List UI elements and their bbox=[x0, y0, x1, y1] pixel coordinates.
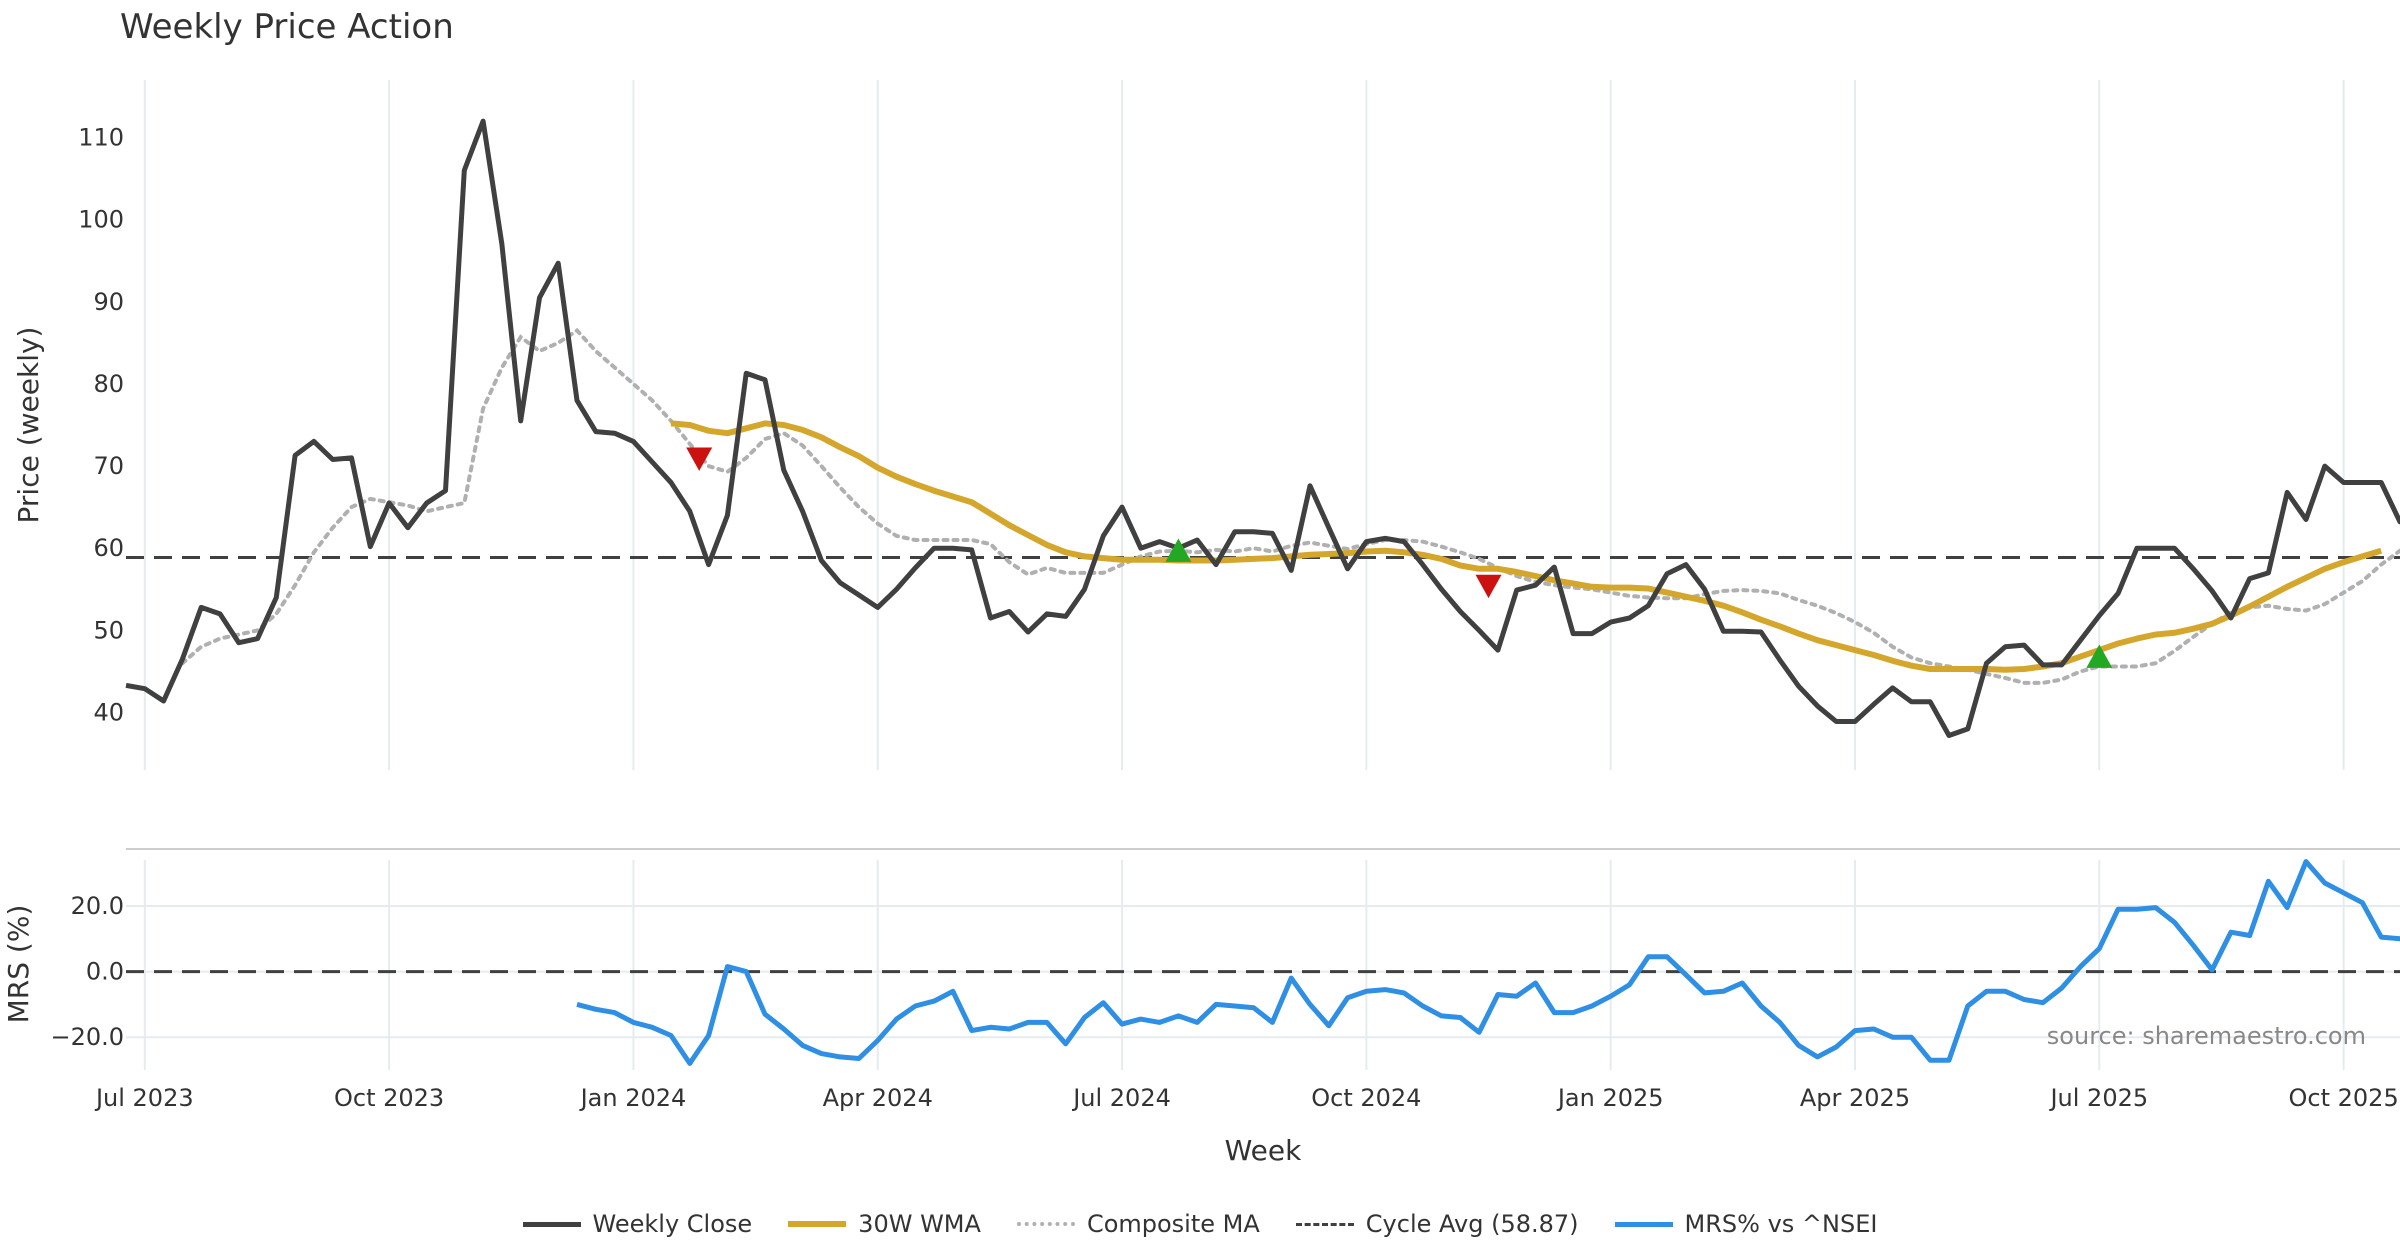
price-y-tick-label: 110 bbox=[78, 124, 124, 152]
legend-label: MRS% vs ^NSEI bbox=[1684, 1210, 1878, 1238]
chart-title: Weekly Price Action bbox=[120, 7, 454, 47]
sell-signal-marker bbox=[686, 447, 713, 471]
price-y-tick-label: 80 bbox=[93, 370, 124, 398]
x-tick-label: Jul 2025 bbox=[2048, 1084, 2148, 1112]
legend-item-weekly-close: Weekly Close bbox=[522, 1210, 753, 1238]
price-y-tick-label: 100 bbox=[78, 206, 124, 234]
legend-swatch-cycle-avg bbox=[1295, 1222, 1354, 1226]
x-tick-label: Jan 2024 bbox=[579, 1084, 687, 1112]
legend-item-mrs: MRS% vs ^NSEI bbox=[1614, 1210, 1878, 1238]
weekly-close-line bbox=[125, 118, 2400, 738]
x-axis-label: Week bbox=[1225, 1134, 1302, 1167]
mrs-line bbox=[576, 859, 2400, 1066]
mrs-y-ticks: −20.0 0.0 20.0 bbox=[50, 892, 124, 1051]
price-y-axis-label: Price (weekly) bbox=[12, 327, 45, 524]
x-tick-label: Jul 2023 bbox=[94, 1084, 194, 1112]
price-y-tick-label: 60 bbox=[93, 534, 124, 562]
wma-30w-line bbox=[670, 420, 2383, 673]
legend-label: Cycle Avg (58.87) bbox=[1365, 1210, 1579, 1238]
legend-label: 30W WMA bbox=[858, 1210, 981, 1238]
legend: Weekly Close 30W WMA Composite MA Cycle … bbox=[0, 1210, 2400, 1238]
legend-swatch-mrs bbox=[1614, 1221, 1673, 1227]
legend-item-composite-ma: Composite MA bbox=[1016, 1210, 1260, 1238]
source-note: source: sharemaestro.com bbox=[2047, 1022, 2366, 1050]
legend-swatch-weekly-close bbox=[522, 1221, 581, 1227]
x-tick-label: Apr 2025 bbox=[1800, 1084, 1910, 1112]
legend-label: Composite MA bbox=[1086, 1210, 1260, 1238]
legend-item-30w-wma: 30W WMA bbox=[788, 1210, 981, 1238]
buy-signal-marker bbox=[1165, 538, 1192, 562]
x-tick-label: Oct 2023 bbox=[334, 1084, 444, 1112]
signal-markers bbox=[686, 447, 2113, 668]
price-y-tick-label: 70 bbox=[93, 452, 124, 480]
legend-label: Weekly Close bbox=[592, 1210, 753, 1238]
legend-item-cycle-avg: Cycle Avg (58.87) bbox=[1295, 1210, 1579, 1238]
x-axis-ticks: Jul 2023 Oct 2023 Jan 2024 Apr 2024 Jul 2024… bbox=[94, 1084, 2399, 1112]
x-tick-label: Apr 2024 bbox=[823, 1084, 933, 1112]
price-y-tick-label: 50 bbox=[93, 616, 124, 644]
price-y-tick-label: 90 bbox=[93, 288, 124, 316]
legend-swatch-composite-ma bbox=[1016, 1222, 1075, 1226]
x-tick-label: Oct 2025 bbox=[2289, 1084, 2399, 1112]
legend-swatch-30w-wma bbox=[788, 1221, 847, 1227]
mrs-y-tick-label: 20.0 bbox=[71, 892, 124, 920]
x-tick-label: Jul 2024 bbox=[1071, 1084, 1171, 1112]
price-y-ticks: 40 50 60 70 80 90 100 110 bbox=[78, 124, 124, 727]
buy-signal-marker bbox=[2086, 644, 2113, 668]
mrs-y-tick-label: −20.0 bbox=[50, 1023, 124, 1051]
x-tick-label: Oct 2024 bbox=[1311, 1084, 1421, 1112]
price-panel-grid bbox=[143, 80, 2345, 770]
mrs-y-tick-label: 0.0 bbox=[86, 958, 124, 986]
price-y-tick-label: 40 bbox=[93, 699, 124, 727]
x-tick-label: Jan 2025 bbox=[1556, 1084, 1664, 1112]
sell-signal-marker bbox=[1475, 574, 1502, 599]
mrs-y-axis-label: MRS (%) bbox=[2, 905, 35, 1024]
